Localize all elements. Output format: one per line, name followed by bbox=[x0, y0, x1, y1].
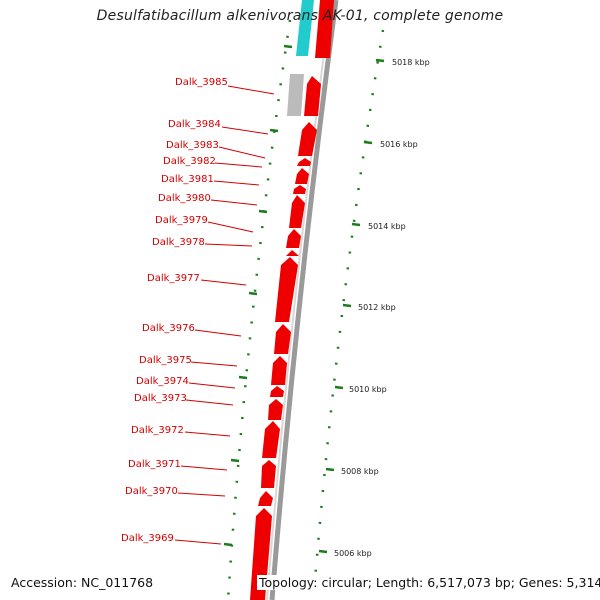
gene-label-3983: Dalk_3983 bbox=[166, 140, 219, 151]
gene-arrow-3983 bbox=[297, 158, 311, 166]
gene-arrow-3975 bbox=[271, 356, 287, 385]
outer-major-ticks bbox=[318, 58, 385, 554]
genome-title: Desulfatibacillum alkenivorans AK-01, co… bbox=[96, 8, 504, 24]
gene-arrow-3977 bbox=[275, 257, 298, 322]
gene-arrow-3973 bbox=[268, 399, 283, 420]
scale-label-5006: 5006 kbp bbox=[334, 549, 372, 558]
accession-text: Accession: NC_011768 bbox=[9, 575, 156, 590]
gene-arrow-3979 bbox=[286, 229, 301, 248]
top-gene bbox=[315, 0, 334, 58]
gene-label-3978: Dalk_3978 bbox=[152, 237, 205, 248]
gene-arrow-3972 bbox=[262, 421, 280, 458]
gene-arrow-3974 bbox=[270, 386, 284, 397]
grey-feature bbox=[287, 74, 304, 116]
gene-arrow-3978 bbox=[285, 250, 299, 256]
gene-label-3985: Dalk_3985 bbox=[175, 77, 228, 88]
gene-arrow-3976 bbox=[274, 324, 291, 354]
gene-label-3973: Dalk_3973 bbox=[134, 393, 187, 404]
scale-label-5012: 5012 kbp bbox=[358, 303, 396, 312]
gene-label-3969: Dalk_3969 bbox=[121, 533, 174, 544]
gene-arrow-3982 bbox=[295, 168, 309, 184]
gene-arrow-3980 bbox=[289, 195, 305, 228]
rna-feature bbox=[296, 0, 314, 56]
gene-label-3976: Dalk_3976 bbox=[142, 323, 195, 334]
gene-label-3971: Dalk_3971 bbox=[128, 459, 181, 470]
gene-label-3984: Dalk_3984 bbox=[168, 119, 221, 130]
inner-major-ticks bbox=[223, 44, 293, 547]
gene-arrow-3970 bbox=[258, 491, 273, 506]
gene-label-3974: Dalk_3974 bbox=[136, 376, 189, 387]
gene-arrow-3981 bbox=[293, 185, 306, 194]
gene-arrow-3985 bbox=[304, 76, 321, 116]
scale-label-5008: 5008 kbp bbox=[341, 467, 379, 476]
gene-label-3982: Dalk_3982 bbox=[163, 156, 216, 167]
gene-label-3975: Dalk_3975 bbox=[139, 355, 192, 366]
gene-label-3970: Dalk_3970 bbox=[125, 486, 178, 497]
scale-label-5014: 5014 kbp bbox=[368, 222, 406, 231]
topology-text: Topology: circular; Length: 6,517,073 bp… bbox=[257, 575, 600, 590]
scale-label-5018: 5018 kbp bbox=[392, 58, 430, 67]
gene-label-3981: Dalk_3981 bbox=[161, 174, 214, 185]
gene-leader-lines bbox=[174, 85, 275, 545]
gene-label-3979: Dalk_3979 bbox=[155, 215, 208, 226]
gene-label-3980: Dalk_3980 bbox=[158, 193, 211, 204]
scale-label-5016: 5016 kbp bbox=[380, 140, 418, 149]
gene-label-3972: Dalk_3972 bbox=[131, 425, 184, 436]
gene-label-3977: Dalk_3977 bbox=[147, 273, 200, 284]
gene-arrow-3984 bbox=[298, 122, 317, 156]
scale-label-5010: 5010 kbp bbox=[349, 385, 387, 394]
gene-arrow-3971 bbox=[261, 460, 276, 488]
backbone-shadow bbox=[269, 0, 339, 600]
